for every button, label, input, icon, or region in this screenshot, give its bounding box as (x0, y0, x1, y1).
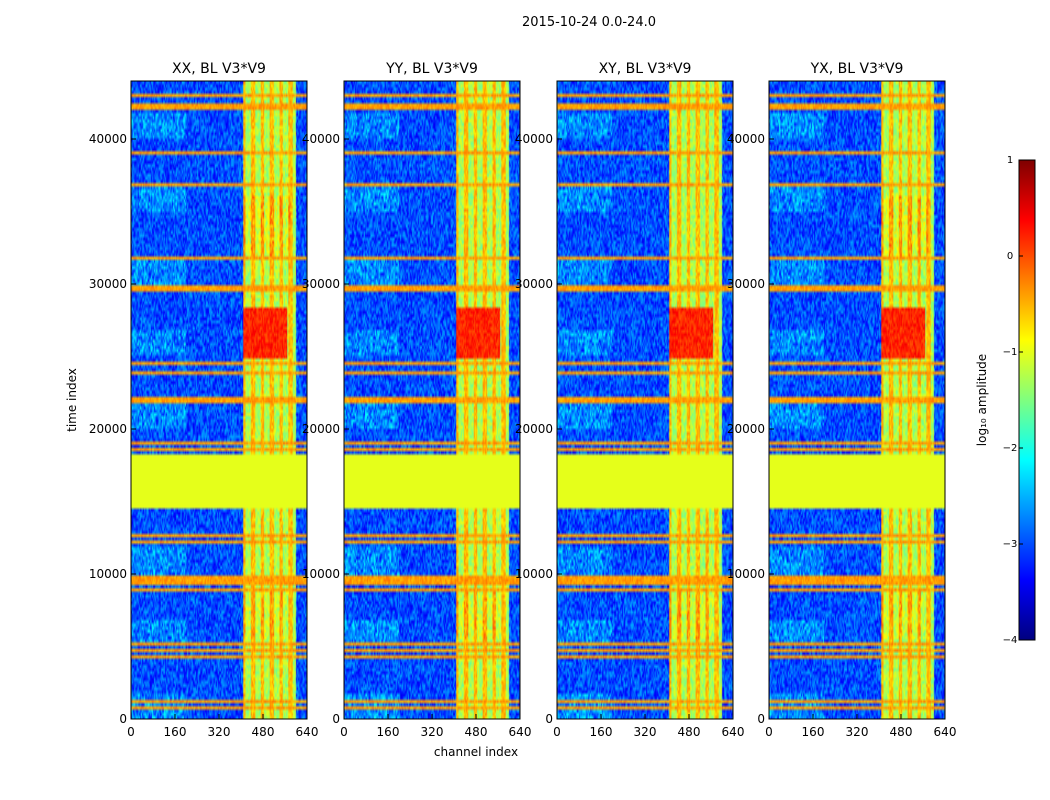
y-tick-label: 0 (332, 712, 340, 726)
colorbar-ticks: 1 0 −1 −2 −3 −4 (1003, 155, 1023, 646)
x-tick-label: 320 (208, 725, 231, 739)
x-tick-label: 480 (678, 725, 701, 739)
y-tick-label: 0 (757, 712, 765, 726)
colorbar-label: log₁₀ amplitude (975, 354, 989, 446)
panels: XX, BL V3*V9 0 160 320 480 640 0 10000 20000 3000… (89, 61, 957, 739)
colorbar-tick-label: −4 (1003, 635, 1018, 646)
y-tick-label: 0 (119, 712, 127, 726)
y-tick-label: 40000 (515, 132, 553, 146)
x-tick-label: 640 (296, 725, 319, 739)
y-tick-label: 10000 (727, 567, 765, 581)
x-tick-label: 640 (509, 725, 532, 739)
x-tick-label: 640 (934, 725, 957, 739)
y-tick-label: 40000 (89, 132, 127, 146)
x-tick-label: 320 (421, 725, 444, 739)
y-tick-label: 10000 (515, 567, 553, 581)
colorbar-gradient (1018, 159, 1036, 641)
x-tick-label: 160 (590, 725, 613, 739)
colorbar-tick-label: 0 (1007, 251, 1013, 262)
y-tick-label: 30000 (515, 277, 553, 291)
x-tick-label: 480 (252, 725, 275, 739)
colorbar-tick-label: −1 (1003, 347, 1018, 358)
x-tick-label: 160 (802, 725, 825, 739)
y-tick-label: 20000 (727, 422, 765, 436)
panel-title: YY, BL V3*V9 (385, 61, 478, 77)
panel-title: XY, BL V3*V9 (599, 61, 692, 77)
figure-suptitle: 2015-10-24 0.0-24.0 (522, 15, 656, 30)
x-tick-label: 320 (634, 725, 657, 739)
panel-xx: XX, BL V3*V9 0 160 320 480 640 0 10000 20000 3000… (89, 61, 319, 739)
x-tick-label: 0 (340, 725, 348, 739)
x-axis-label: channel index (434, 745, 518, 759)
x-tick-label: 640 (722, 725, 745, 739)
x-tick-label: 160 (377, 725, 400, 739)
y-axis-label: time index (65, 368, 79, 432)
x-tick-label: 0 (765, 725, 773, 739)
heatmap-image (769, 81, 945, 719)
colorbar: 1 0 −1 −2 −3 −4 log₁₀ amplitude (975, 155, 1036, 646)
panel-title: YX, BL V3*V9 (810, 61, 904, 77)
y-tick-label: 10000 (89, 567, 127, 581)
y-tick-label: 30000 (89, 277, 127, 291)
x-tick-label: 160 (164, 725, 187, 739)
x-tick-label: 0 (127, 725, 135, 739)
panel-yy: YY, BL V3*V9 0 160 320 480 640 0 10000 20000 3000… (302, 61, 532, 739)
panel-yx: YX, BL V3*V9 0 160 320 480 640 0 10000 20000 3000… (727, 61, 957, 739)
colorbar-tick-label: −3 (1003, 539, 1018, 550)
colorbar-tick-label: −2 (1003, 443, 1018, 454)
panel-title: XX, BL V3*V9 (172, 61, 266, 77)
y-tick-label: 30000 (727, 277, 765, 291)
heatmap-image (557, 81, 733, 719)
panel-xy: XY, BL V3*V9 0 160 320 480 640 0 10000 20000 3000… (515, 61, 745, 739)
y-tick-label: 10000 (302, 567, 340, 581)
x-tick-label: 0 (553, 725, 561, 739)
y-tick-label: 30000 (302, 277, 340, 291)
y-tick-label: 20000 (89, 422, 127, 436)
y-tick-label: 40000 (727, 132, 765, 146)
x-tick-label: 480 (890, 725, 913, 739)
heatmap-image (131, 81, 307, 719)
heatmap-image (344, 81, 520, 719)
colorbar-tick-label: 1 (1007, 155, 1013, 166)
x-tick-label: 320 (846, 725, 869, 739)
y-tick-label: 0 (545, 712, 553, 726)
x-tick-label: 480 (465, 725, 488, 739)
y-tick-label: 40000 (302, 132, 340, 146)
y-tick-label: 20000 (515, 422, 553, 436)
y-tick-label: 20000 (302, 422, 340, 436)
